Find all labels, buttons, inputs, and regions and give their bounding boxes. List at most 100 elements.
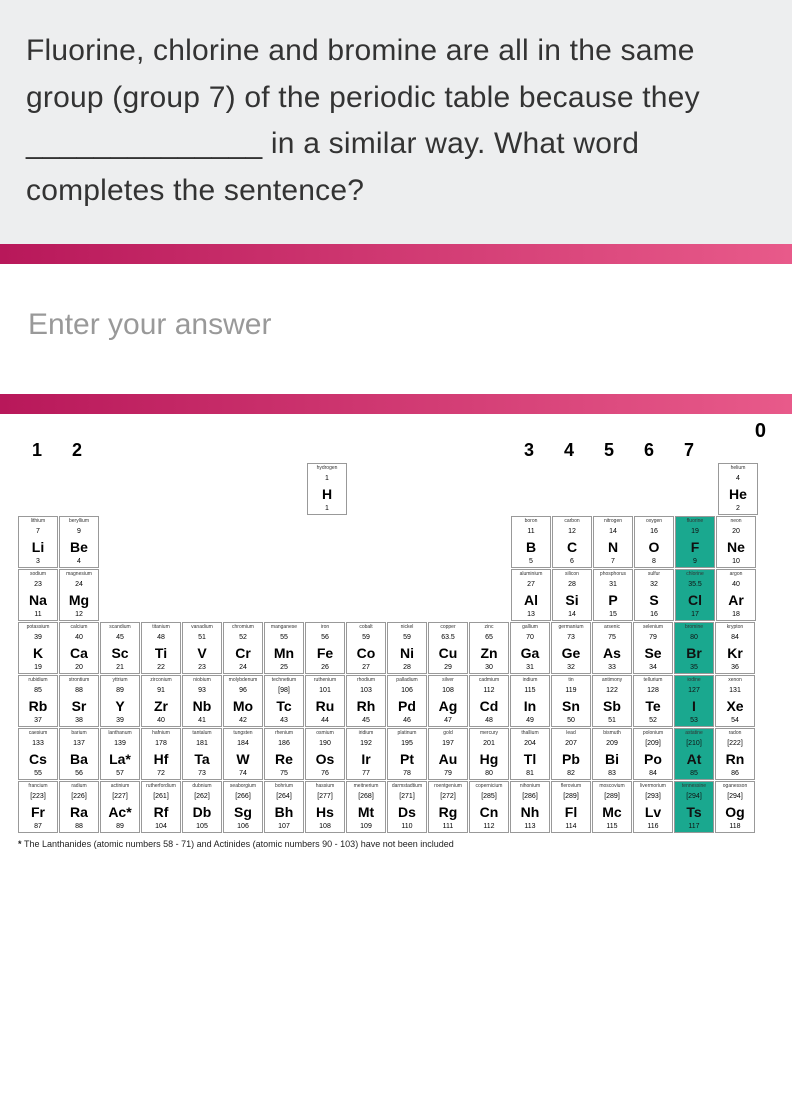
element-cell-pb: lead207Pb82 [551, 728, 591, 780]
element-cell-ru: ruthenium101Ru44 [305, 675, 345, 727]
element-cell-ra: radium[226]Ra88 [59, 781, 99, 833]
element-cell-xe: xenon131Xe54 [715, 675, 755, 727]
element-cell-lv: livermorium[293]Lv116 [633, 781, 673, 833]
element-cell-co: cobalt59Co27 [346, 622, 386, 674]
element-cell-ac: actinium[227]Ac*89 [100, 781, 140, 833]
element-cell-tc: technetium[98]Tc43 [264, 675, 304, 727]
element-cell-re: rhenium186Re75 [264, 728, 304, 780]
element-cell-bi: bismuth209Bi83 [592, 728, 632, 780]
element-cell-ag: silver108Ag47 [428, 675, 468, 727]
group-number: 5 [590, 440, 628, 461]
period-3: sodium23Na11magnesium24Mg12aluminium27Al… [18, 569, 774, 621]
element-cell-fl: flerovium[289]Fl114 [551, 781, 591, 833]
element-cell-sg: seaborgium[266]Sg106 [223, 781, 263, 833]
element-cell-ge: germanium73Ge32 [551, 622, 591, 674]
group-number: 6 [630, 440, 668, 461]
element-cell-li: lithium7Li3 [18, 516, 58, 568]
element-cell-sb: antimony122Sb51 [592, 675, 632, 727]
group-number: 3 [510, 440, 548, 461]
element-cell-au: gold197Au79 [428, 728, 468, 780]
element-cell-sn: tin119Sn50 [551, 675, 591, 727]
element-cell-mc: moscovium[289]Mc115 [592, 781, 632, 833]
element-cell-la: lanthanum139La*57 [100, 728, 140, 780]
element-cell-ne: neon20Ne10 [716, 516, 756, 568]
periodic-table: 0 1234567 hydrogen1H1helium4He2lithium7L… [18, 440, 774, 849]
period-2: lithium7Li3beryllium9Be4 boron11B5carbon1… [18, 516, 774, 568]
element-cell-ba: barium137Ba56 [59, 728, 99, 780]
group-number: 4 [550, 440, 588, 461]
element-cell-rg: roentgenium[272]Rg111 [428, 781, 468, 833]
group-number: 2 [58, 440, 96, 461]
group-number: 7 [670, 440, 708, 461]
element-cell-te: tellurium128Te52 [633, 675, 673, 727]
period-4: potassium39K19calcium40Ca20scandium45Sc2… [18, 622, 774, 674]
element-cell-kr: krypton84Kr36 [715, 622, 755, 674]
element-cell-ga: gallium70Ga31 [510, 622, 550, 674]
element-cell-db: dubnium[262]Db105 [182, 781, 222, 833]
element-cell-mo: molybdenum96Mo42 [223, 675, 263, 727]
periodic-table-panel: 0 1234567 hydrogen1H1helium4He2lithium7L… [0, 414, 792, 865]
element-cell-cd: cadmium112Cd48 [469, 675, 509, 727]
element-cell-hf: hafnium178Hf72 [141, 728, 181, 780]
period-5: rubidium85Rb37strontium88Sr38yttrium89Y3… [18, 675, 774, 727]
element-cell-w: tungsten184W74 [223, 728, 263, 780]
element-cell-c: carbon12C6 [552, 516, 592, 568]
group-zero-label: 0 [755, 420, 766, 443]
element-cell-mt: meitnerium[268]Mt109 [346, 781, 386, 833]
element-cell-pd: palladium106Pd46 [387, 675, 427, 727]
element-cell-in: indium115In49 [510, 675, 550, 727]
element-cell-ts: tennessine[294]Ts117 [674, 781, 714, 833]
element-cell-ar: argon40Ar18 [716, 569, 756, 621]
element-cell-nh: nihonium[286]Nh113 [510, 781, 550, 833]
element-cell-be: beryllium9Be4 [59, 516, 99, 568]
element-cell-cu: copper63.5Cu29 [428, 622, 468, 674]
element-cell-he: helium4He2 [718, 463, 758, 515]
footnote: The Lanthanides (atomic numbers 58 - 71)… [18, 839, 774, 849]
divider-top [0, 244, 792, 264]
element-cell-cs: caesium133Cs55 [18, 728, 58, 780]
element-cell-v: vanadium51V23 [182, 622, 222, 674]
element-cell-hg: mercury201Hg80 [469, 728, 509, 780]
element-cell-mg: magnesium24Mg12 [59, 569, 99, 621]
answer-input-placeholder[interactable]: Enter your answer [28, 308, 764, 342]
answer-panel[interactable]: Enter your answer [0, 264, 792, 394]
element-cell-ir: iridium192Ir77 [346, 728, 386, 780]
element-cell-os: osmium190Os76 [305, 728, 345, 780]
element-cell-fr: francium[223]Fr87 [18, 781, 58, 833]
element-cell-ti: titanium48Ti22 [141, 622, 181, 674]
element-cell-ds: darmstadtium[271]Ds110 [387, 781, 427, 833]
element-cell-se: selenium79Se34 [633, 622, 673, 674]
element-cell-sc: scandium45Sc21 [100, 622, 140, 674]
element-cell-rf: rutherfordium[261]Rf104 [141, 781, 181, 833]
element-cell-nb: niobium93Nb41 [182, 675, 222, 727]
element-cell-zn: zinc65Zn30 [469, 622, 509, 674]
element-cell-k: potassium39K19 [18, 622, 58, 674]
element-cell-b: boron11B5 [511, 516, 551, 568]
element-cell-as: arsenic75As33 [592, 622, 632, 674]
group-number: 1 [18, 440, 56, 461]
element-cell-tl: thallium204Tl81 [510, 728, 550, 780]
period-1: hydrogen1H1 helium4He2 [18, 463, 774, 515]
element-cell-og: oganesson[294]Og118 [715, 781, 755, 833]
element-cell-i: iodine127I53 [674, 675, 714, 727]
element-cell-f: fluorine19F9 [675, 516, 715, 568]
element-cell-hs: hassium[277]Hs108 [305, 781, 345, 833]
element-cell-cl: chlorine35.5Cl17 [675, 569, 715, 621]
question-text: Fluorine, chlorine and bromine are all i… [26, 28, 766, 214]
element-cell-y: yttrium89Y39 [100, 675, 140, 727]
element-cell-fe: iron56Fe26 [305, 622, 345, 674]
element-cell-po: polonium[209]Po84 [633, 728, 673, 780]
element-cell-h: hydrogen1H1 [307, 463, 347, 515]
period-6: caesium133Cs55barium137Ba56lanthanum139L… [18, 728, 774, 780]
element-cell-cr: chromium52Cr24 [223, 622, 263, 674]
element-cell-al: aluminium27Al13 [511, 569, 551, 621]
element-cell-ta: tantalum181Ta73 [182, 728, 222, 780]
question-panel: Fluorine, chlorine and bromine are all i… [0, 0, 792, 244]
element-cell-ni: nickel59Ni28 [387, 622, 427, 674]
element-cell-rh: rhodium103Rh45 [346, 675, 386, 727]
group-numbers-row: 12 34567 [18, 440, 774, 461]
element-cell-rb: rubidium85Rb37 [18, 675, 58, 727]
element-cell-sr: strontium88Sr38 [59, 675, 99, 727]
element-cell-si: silicon28Si14 [552, 569, 592, 621]
element-cell-p: phosphorus31P15 [593, 569, 633, 621]
